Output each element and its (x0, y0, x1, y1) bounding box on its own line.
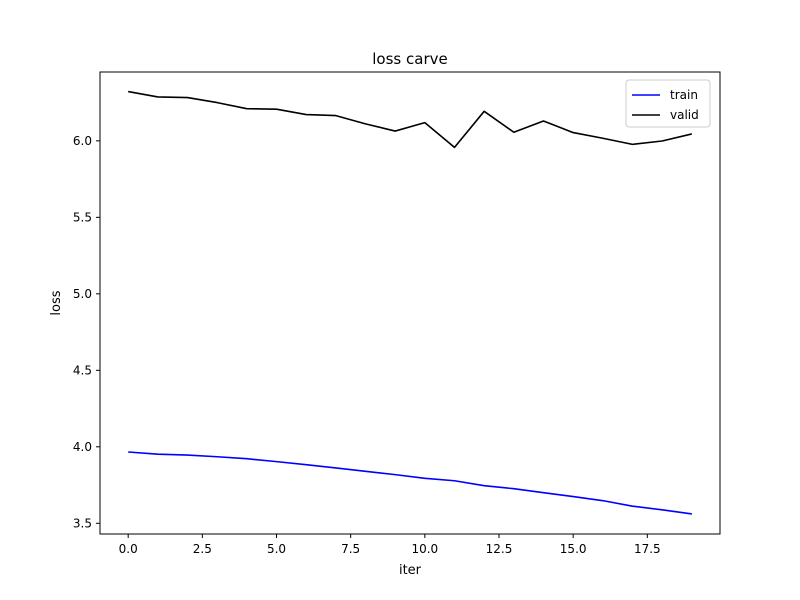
legend-label-train: train (670, 88, 698, 102)
y-tick-label: 5.5 (73, 210, 92, 224)
data-point-train (542, 492, 544, 494)
legend: train valid (625, 79, 711, 128)
data-point-valid (246, 108, 248, 110)
data-point-train (424, 477, 426, 479)
x-tick-label: 12.5 (486, 542, 513, 556)
data-point-valid (513, 131, 515, 133)
data-point-train (275, 460, 277, 462)
data-point-train (335, 467, 337, 469)
data-point-train (483, 484, 485, 486)
data-point-train (186, 454, 188, 456)
data-point-valid (424, 121, 426, 123)
data-point-valid (305, 113, 307, 115)
series-line-train (128, 451, 692, 515)
data-point-train (661, 509, 663, 511)
y-tick-label: 4.0 (73, 440, 92, 454)
data-point-train (157, 453, 159, 455)
x-tick-label: 5.0 (267, 542, 286, 556)
y-tick-label: 3.5 (73, 516, 92, 530)
plot-frame (99, 71, 721, 535)
data-point-train (394, 473, 396, 475)
data-point-train (602, 499, 604, 501)
data-point-valid (631, 143, 633, 145)
x-tick-label: 15.0 (560, 542, 587, 556)
x-axis-label: iter (399, 563, 422, 578)
data-point-train (631, 505, 633, 507)
data-point-valid (275, 108, 277, 110)
series-line-valid (128, 90, 693, 149)
data-point-valid (394, 130, 396, 132)
x-tick-label: 2.5 (193, 542, 212, 556)
data-point-valid (483, 110, 485, 112)
data-point-train (691, 513, 693, 515)
data-point-valid (453, 146, 455, 148)
data-point-train (127, 451, 129, 453)
data-point-valid (216, 101, 218, 103)
data-point-valid (572, 131, 574, 133)
data-point-valid (661, 140, 663, 142)
data-point-train (453, 480, 455, 482)
data-point-valid (691, 133, 693, 135)
y-tick-label: 5.0 (73, 287, 92, 301)
data-point-valid (335, 114, 337, 116)
data-point-valid (186, 96, 188, 98)
data-point-train (513, 488, 515, 490)
data-point-train (364, 470, 366, 472)
y-tick-label: 4.5 (73, 363, 92, 377)
legend-label-valid: valid (670, 108, 699, 122)
x-tick-label: 7.5 (341, 542, 360, 556)
data-point-train (305, 464, 307, 466)
chart-title: loss carve (372, 50, 447, 68)
data-point-valid (157, 96, 159, 98)
data-point-valid (602, 137, 604, 139)
data-point-valid (542, 120, 544, 122)
x-tick-label: 17.5 (634, 542, 661, 556)
x-tick-label: 0.0 (119, 542, 138, 556)
y-axis-label: loss (49, 290, 64, 315)
data-point-valid (127, 90, 129, 92)
data-point-train (246, 458, 248, 460)
data-point-train (216, 456, 218, 458)
plot-area: 0.0 2.5 5.0 7.5 10.0 12.5 15.0 17.5 3.5 4.0 4.5 5.0… (73, 71, 721, 556)
y-tick-label: 6.0 (73, 134, 92, 148)
data-point-train (572, 495, 574, 497)
x-tick-label: 10.0 (411, 542, 438, 556)
data-point-valid (364, 123, 366, 125)
